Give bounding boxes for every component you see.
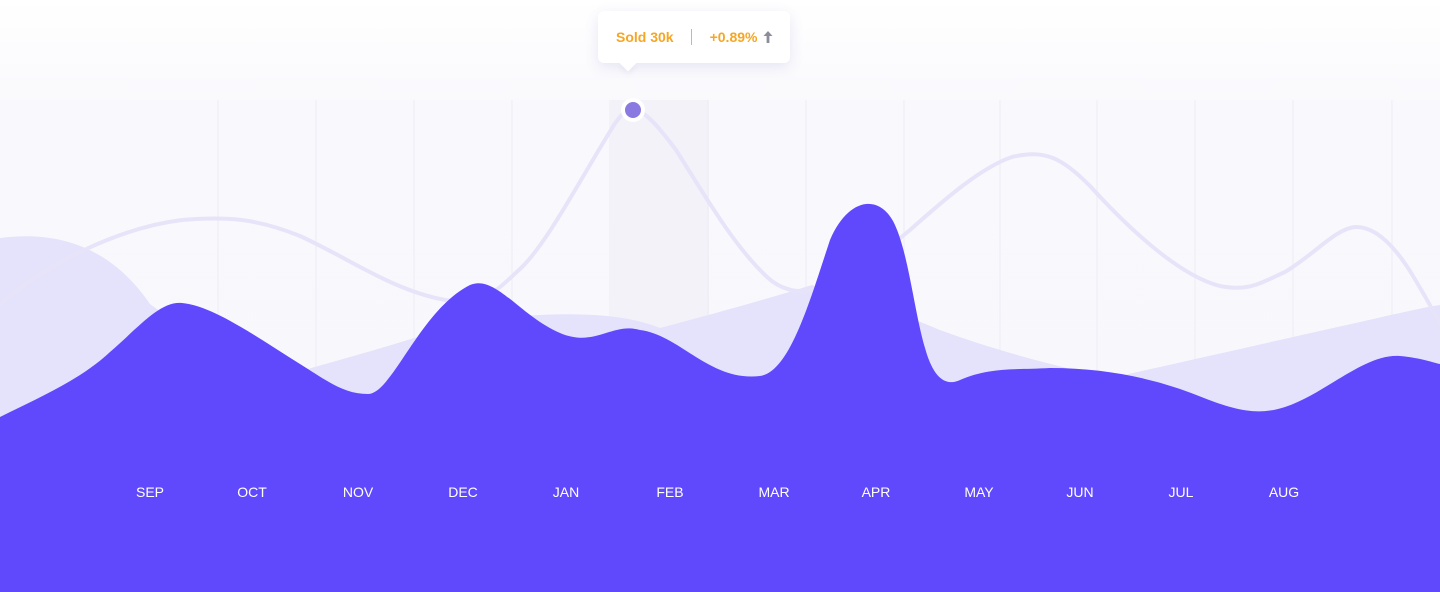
highlight-marker[interactable] xyxy=(623,100,643,120)
x-axis-label: JUN xyxy=(1066,484,1093,500)
x-axis-label: OCT xyxy=(237,484,267,500)
x-axis-label: AUG xyxy=(1269,484,1299,500)
x-axis-label: FEB xyxy=(656,484,683,500)
x-axis-label: DEC xyxy=(448,484,478,500)
tooltip-change-value: +0.89% xyxy=(710,29,758,45)
value-tooltip: Sold 30k +0.89% xyxy=(598,11,790,63)
x-axis-label: MAR xyxy=(758,484,789,500)
x-axis-label: MAY xyxy=(964,484,994,500)
x-axis-label: JUL xyxy=(1169,484,1194,500)
tooltip-divider xyxy=(691,29,692,45)
tooltip-sold-value: Sold 30k xyxy=(616,29,674,45)
highlight-line xyxy=(0,109,1440,324)
x-axis-label: APR xyxy=(862,484,891,500)
x-axis-label: NOV xyxy=(343,484,374,500)
x-axis-label: SEP xyxy=(136,484,164,500)
arrow-up-icon xyxy=(763,30,773,44)
x-axis-label: JAN xyxy=(553,484,579,500)
